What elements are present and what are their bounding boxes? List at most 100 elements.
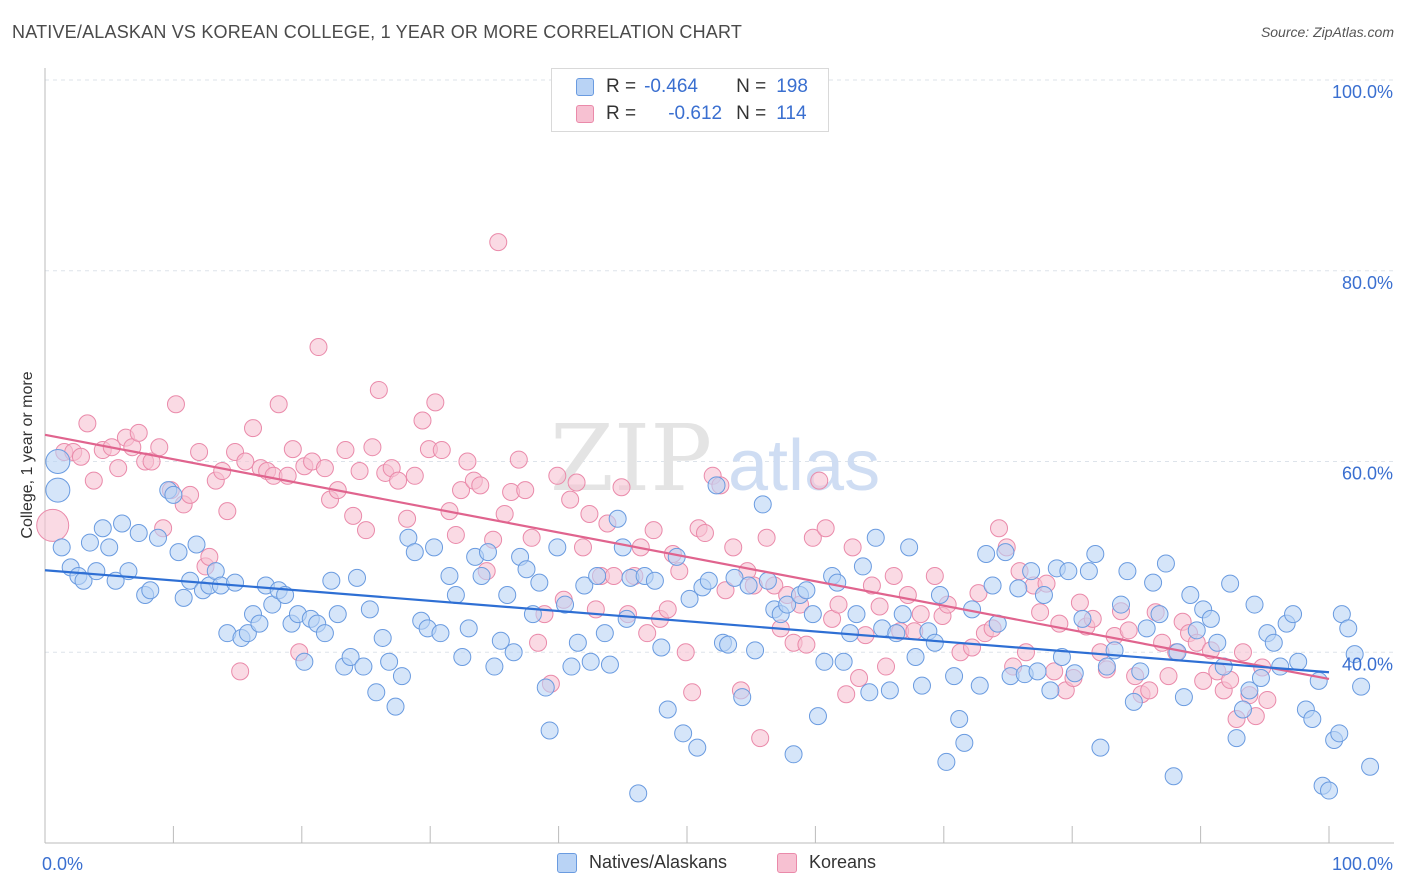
native-point — [1118, 562, 1137, 581]
native-point — [925, 633, 944, 652]
chart-title: NATIVE/ALASKAN VS KOREAN COLLEGE, 1 YEAR… — [12, 22, 743, 42]
korean-point — [676, 643, 695, 662]
native-point — [341, 648, 360, 667]
native-point — [658, 700, 677, 719]
korean-point — [810, 471, 829, 490]
native-point — [1245, 595, 1264, 614]
native-point — [815, 652, 834, 671]
native-point — [556, 595, 575, 614]
native-point — [322, 571, 341, 590]
native-point — [1086, 545, 1105, 564]
trend-lines — [44, 433, 1330, 681]
korean-point — [426, 393, 445, 412]
native-point — [688, 738, 707, 757]
native-point — [517, 560, 536, 579]
native-point — [595, 624, 614, 643]
korean-point — [963, 638, 982, 657]
korean-point — [644, 521, 663, 540]
korean-point — [336, 441, 355, 460]
native-point — [295, 652, 314, 671]
native-point — [1079, 562, 1098, 581]
native-point — [983, 576, 1002, 595]
korean-point — [724, 538, 743, 557]
native-point — [1009, 579, 1028, 598]
korean-point — [236, 452, 255, 471]
native-point — [581, 652, 600, 671]
native-point — [276, 586, 295, 605]
y-tick-label: 100.0% — [1332, 82, 1393, 102]
n-value: 198 — [776, 76, 808, 97]
korean-point — [369, 380, 388, 399]
native-point — [367, 683, 386, 702]
native-point — [645, 571, 664, 590]
native-point — [250, 614, 269, 633]
native-point — [1022, 562, 1041, 581]
korean-point — [150, 438, 169, 457]
native-point — [1345, 645, 1364, 664]
watermark: ZIP atlas — [550, 405, 880, 512]
korean-point — [363, 438, 382, 457]
korean-point — [638, 624, 657, 643]
legend-item-natives[interactable]: Natives/Alaskans — [557, 852, 727, 873]
native-point — [784, 745, 803, 764]
native-point — [847, 605, 866, 624]
korean-point — [683, 683, 702, 702]
korean-point — [283, 440, 302, 459]
natives-points — [45, 449, 1380, 803]
korean-point — [109, 459, 128, 478]
native-point — [1330, 724, 1349, 743]
native-point — [746, 641, 765, 660]
korean-point — [218, 502, 237, 521]
korean-point — [509, 450, 528, 469]
r-label: R = — [606, 76, 637, 97]
natives-trend-line — [44, 569, 1330, 674]
korean-point — [522, 528, 541, 547]
native-point — [386, 697, 405, 716]
native-point — [1059, 562, 1078, 581]
koreans-points — [36, 233, 1277, 748]
native-point — [1221, 574, 1240, 593]
native-point — [568, 633, 587, 652]
korean-point — [816, 519, 835, 538]
native-point — [1208, 633, 1227, 652]
native-point — [536, 678, 555, 697]
korean-point — [231, 662, 250, 681]
korean-point — [309, 338, 328, 357]
korean-point — [446, 525, 465, 544]
korean-point — [315, 459, 334, 478]
native-point — [1041, 681, 1060, 700]
native-point — [45, 477, 71, 503]
korean-point — [166, 395, 185, 414]
native-point — [893, 605, 912, 624]
native-point — [1052, 648, 1071, 667]
native-point — [1227, 729, 1246, 748]
native-point — [1271, 657, 1290, 676]
native-point — [392, 667, 411, 686]
native-point — [373, 628, 392, 647]
native-point — [613, 538, 632, 557]
series-legend: Natives/Alaskans Koreans — [0, 852, 1406, 878]
korean-point — [516, 481, 535, 500]
native-point — [996, 543, 1015, 562]
native-point — [405, 543, 424, 562]
native-point — [425, 538, 444, 557]
legend-item-koreans[interactable]: Koreans — [777, 852, 876, 873]
native-point — [970, 676, 989, 695]
korean-point — [829, 595, 848, 614]
native-point — [674, 724, 693, 743]
watermark-atlas: atlas — [728, 426, 880, 506]
native-point — [930, 586, 949, 605]
korean-point — [580, 504, 599, 523]
korean-point — [458, 452, 477, 471]
natives-swatch — [557, 852, 577, 873]
native-point — [440, 566, 459, 585]
korean-point — [71, 447, 90, 466]
native-point — [187, 535, 206, 554]
korean-point — [567, 473, 586, 492]
native-point — [540, 721, 559, 740]
korean-point — [432, 441, 451, 460]
korean-point — [389, 471, 408, 490]
korean-point — [990, 519, 1009, 538]
native-point — [797, 581, 816, 600]
